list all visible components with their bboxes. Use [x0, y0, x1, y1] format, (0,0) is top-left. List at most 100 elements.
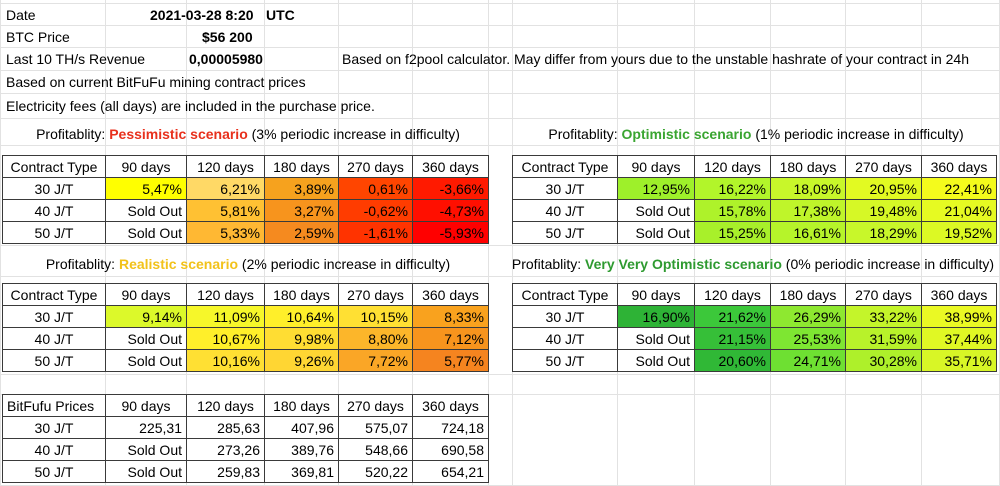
header-cell[interactable]: 120 days — [186, 394, 265, 417]
value-cell[interactable]: 26,29% — [770, 305, 846, 328]
value-cell[interactable]: 10,67% — [186, 327, 265, 350]
contract-type-cell[interactable]: 40 J/T — [2, 438, 106, 461]
value-cell[interactable]: 24,71% — [770, 349, 846, 372]
date-timezone[interactable]: UTC — [266, 7, 295, 23]
contract-type-cell[interactable]: 30 J/T — [2, 305, 106, 328]
value-cell[interactable]: 8,33% — [412, 305, 489, 328]
value-cell[interactable]: -1,61% — [338, 221, 413, 244]
value-cell[interactable]: 33,22% — [845, 305, 922, 328]
value-cell[interactable]: 9,14% — [105, 305, 187, 328]
contract-type-cell[interactable]: 30 J/T — [512, 305, 618, 328]
price-cell[interactable]: 285,63 — [186, 416, 265, 439]
price-cell[interactable]: 407,96 — [264, 416, 339, 439]
price-cell[interactable]: 724,18 — [412, 416, 489, 439]
value-cell[interactable]: Sold Out — [105, 221, 187, 244]
price-cell[interactable]: 389,76 — [264, 438, 339, 461]
contract-type-cell[interactable]: 50 J/T — [512, 349, 618, 372]
value-cell[interactable]: Sold Out — [617, 221, 695, 244]
value-cell[interactable]: 37,44% — [921, 327, 997, 350]
header-cell[interactable]: BitFufu Prices — [2, 394, 106, 417]
value-cell[interactable]: 16,90% — [617, 305, 695, 328]
header-cell[interactable]: 360 days — [921, 155, 997, 178]
value-cell[interactable]: 6,21% — [186, 177, 265, 200]
value-cell[interactable]: 22,41% — [921, 177, 997, 200]
header-cell[interactable]: 360 days — [412, 283, 489, 306]
price-cell[interactable]: 575,07 — [338, 416, 413, 439]
value-cell[interactable]: 15,25% — [694, 221, 771, 244]
header-cell[interactable]: Contract Type — [2, 155, 106, 178]
contract-type-cell[interactable]: 50 J/T — [2, 221, 106, 244]
header-cell[interactable]: 180 days — [264, 283, 339, 306]
value-cell[interactable]: Sold Out — [105, 199, 187, 222]
value-cell[interactable]: 17,38% — [770, 199, 846, 222]
value-cell[interactable]: -5,93% — [412, 221, 489, 244]
price-cell[interactable]: Sold Out — [105, 460, 187, 483]
value-cell[interactable]: 2,59% — [264, 221, 339, 244]
contract-type-cell[interactable]: 30 J/T — [2, 177, 106, 200]
value-cell[interactable]: 20,60% — [694, 349, 771, 372]
header-cell[interactable]: 360 days — [921, 283, 997, 306]
header-cell[interactable]: 90 days — [617, 155, 695, 178]
header-cell[interactable]: 180 days — [264, 155, 339, 178]
value-cell[interactable]: Sold Out — [617, 199, 695, 222]
value-cell[interactable]: 10,15% — [338, 305, 413, 328]
contract-type-cell[interactable]: 40 J/T — [2, 327, 106, 350]
value-cell[interactable]: Sold Out — [617, 349, 695, 372]
revenue-value[interactable]: 0,00005980 — [189, 51, 263, 67]
value-cell[interactable]: -4,73% — [412, 199, 489, 222]
value-cell[interactable]: -0,62% — [338, 199, 413, 222]
value-cell[interactable]: 38,99% — [921, 305, 997, 328]
contract-type-cell[interactable]: 30 J/T — [512, 177, 618, 200]
contract-type-cell[interactable]: 50 J/T — [2, 349, 106, 372]
value-cell[interactable]: 30,28% — [845, 349, 922, 372]
value-cell[interactable]: Sold Out — [105, 327, 187, 350]
header-cell[interactable]: 90 days — [105, 283, 187, 306]
header-cell[interactable]: 90 days — [105, 155, 187, 178]
header-cell[interactable]: 270 days — [845, 283, 922, 306]
value-cell[interactable]: 10,16% — [186, 349, 265, 372]
value-cell[interactable]: 3,89% — [264, 177, 339, 200]
value-cell[interactable]: 5,77% — [412, 349, 489, 372]
value-cell[interactable]: 18,09% — [770, 177, 846, 200]
header-cell[interactable]: 90 days — [617, 283, 695, 306]
value-cell[interactable]: 31,59% — [845, 327, 922, 350]
header-cell[interactable]: 270 days — [338, 394, 413, 417]
header-cell[interactable]: 120 days — [694, 155, 771, 178]
contract-type-cell[interactable]: 50 J/T — [512, 221, 618, 244]
contract-type-cell[interactable]: 30 J/T — [2, 416, 106, 439]
header-cell[interactable]: 270 days — [338, 155, 413, 178]
price-cell[interactable]: 690,58 — [412, 438, 489, 461]
header-cell[interactable]: 360 days — [412, 155, 489, 178]
value-cell[interactable]: 12,95% — [617, 177, 695, 200]
value-cell[interactable]: 16,61% — [770, 221, 846, 244]
value-cell[interactable]: 25,53% — [770, 327, 846, 350]
value-cell[interactable]: 21,62% — [694, 305, 771, 328]
value-cell[interactable]: 21,04% — [921, 199, 997, 222]
value-cell[interactable]: 11,09% — [186, 305, 265, 328]
value-cell[interactable]: Sold Out — [105, 349, 187, 372]
price-cell[interactable]: 520,22 — [338, 460, 413, 483]
value-cell[interactable]: 7,12% — [412, 327, 489, 350]
btc-price-value[interactable]: $56 200 — [202, 29, 253, 45]
value-cell[interactable]: 19,52% — [921, 221, 997, 244]
contract-type-cell[interactable]: 40 J/T — [2, 199, 106, 222]
value-cell[interactable]: -3,66% — [412, 177, 489, 200]
value-cell[interactable]: 9,26% — [264, 349, 339, 372]
header-cell[interactable]: Contract Type — [512, 155, 618, 178]
header-cell[interactable]: 180 days — [770, 155, 846, 178]
price-cell[interactable]: 548,66 — [338, 438, 413, 461]
value-cell[interactable]: 35,71% — [921, 349, 997, 372]
header-cell[interactable]: 360 days — [412, 394, 489, 417]
header-cell[interactable]: Contract Type — [512, 283, 618, 306]
price-cell[interactable]: 654,21 — [412, 460, 489, 483]
value-cell[interactable]: 7,72% — [338, 349, 413, 372]
contract-type-cell[interactable]: 40 J/T — [512, 199, 618, 222]
price-cell[interactable]: 273,26 — [186, 438, 265, 461]
value-cell[interactable]: 0,61% — [338, 177, 413, 200]
value-cell[interactable]: 8,80% — [338, 327, 413, 350]
header-cell[interactable]: 180 days — [264, 394, 339, 417]
value-cell[interactable]: 5,47% — [105, 177, 187, 200]
value-cell[interactable]: 9,98% — [264, 327, 339, 350]
price-cell[interactable]: 369,81 — [264, 460, 339, 483]
price-cell[interactable]: Sold Out — [105, 438, 187, 461]
